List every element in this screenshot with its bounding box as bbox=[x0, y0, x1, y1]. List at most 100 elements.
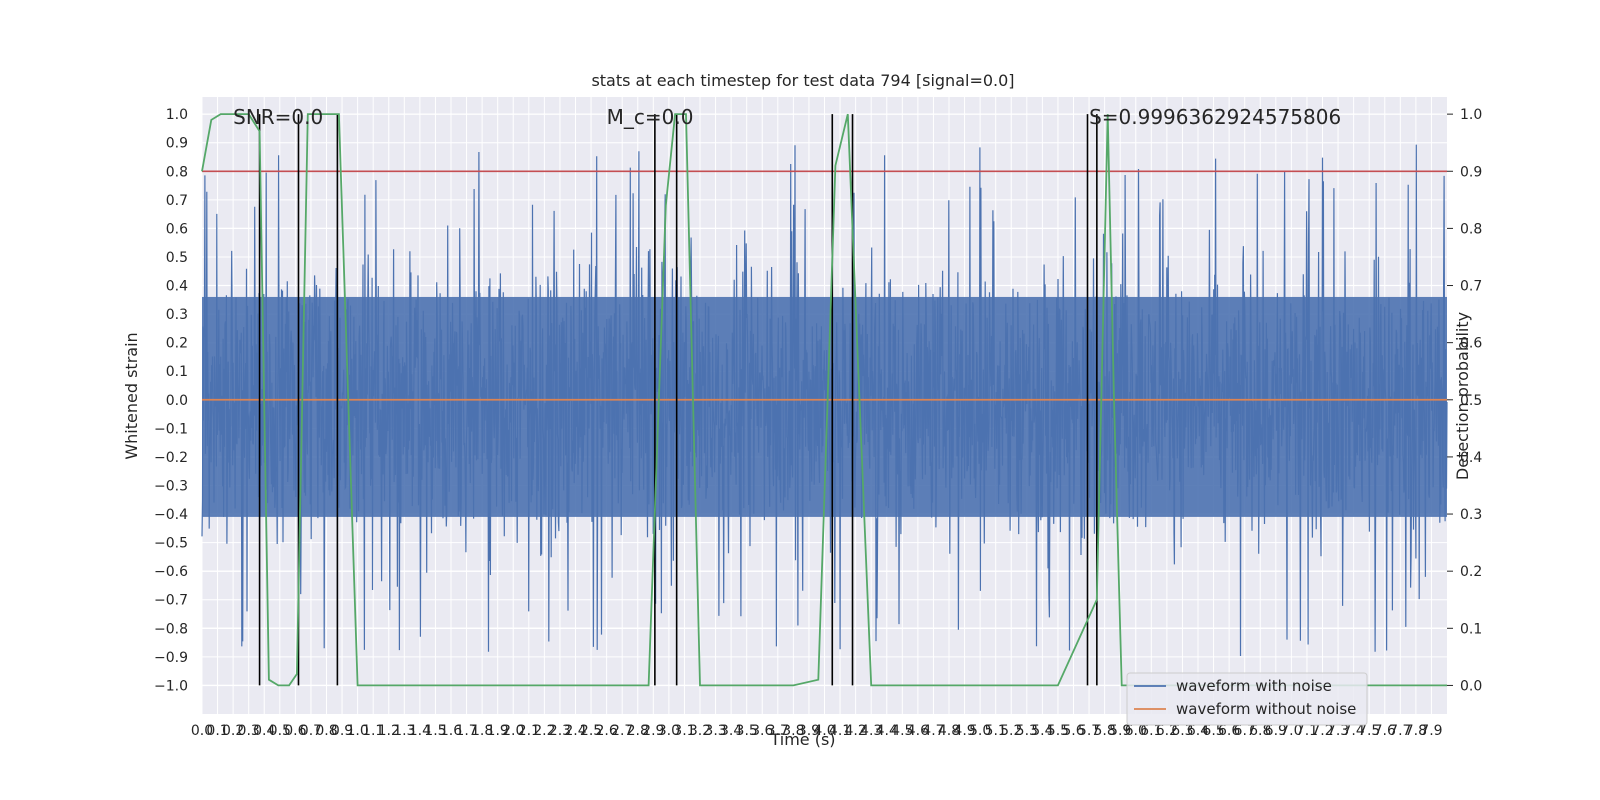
y-tick-label: −0.3 bbox=[154, 478, 188, 494]
x-tick-label: 1.4 bbox=[409, 723, 431, 739]
x-tick-label: 5.8 bbox=[1093, 723, 1115, 739]
y-tick-label: 0.0 bbox=[166, 393, 188, 409]
y2-tick-label: 0.5 bbox=[1460, 393, 1482, 409]
annotation-text: S=0.9996362924575806 bbox=[1089, 105, 1341, 129]
y2-tick-label: 0.7 bbox=[1460, 279, 1482, 295]
x-tick-label: 3.0 bbox=[658, 723, 680, 739]
x-tick-label: 0.1 bbox=[206, 723, 228, 739]
y-tick-label: 0.8 bbox=[166, 164, 188, 180]
y2-tick-label: 0.4 bbox=[1460, 450, 1482, 466]
x-tick-label: 1.1 bbox=[362, 723, 384, 739]
x-tick-label: 5.2 bbox=[1000, 723, 1022, 739]
y-axis-label: Whitened strain bbox=[122, 332, 141, 459]
y-tick-label: 0.4 bbox=[166, 279, 188, 295]
x-tick-label: 3.1 bbox=[673, 723, 695, 739]
y-axis-ticks: 1.0 0.9 0.8 0.7 0.6 0.5 0.4 0.3 0.2 0.1 0.0 −0.1 −0.… bbox=[154, 107, 188, 694]
y-tick-label: −0.2 bbox=[154, 450, 188, 466]
x-tick-label: 2.9 bbox=[642, 723, 664, 739]
y-tick-label: −1.0 bbox=[154, 678, 188, 694]
x-tick-label: 4.4 bbox=[876, 723, 898, 739]
x-tick-label: 5.1 bbox=[985, 723, 1007, 739]
x-tick-label: 7.4 bbox=[1342, 723, 1364, 739]
x-tick-label: 7.0 bbox=[1280, 723, 1302, 739]
x-tick-label: 7.1 bbox=[1296, 723, 1318, 739]
x-tick-label: 7.9 bbox=[1420, 723, 1442, 739]
x-tick-label: 0.0 bbox=[191, 723, 213, 739]
x-tick-label: 7.3 bbox=[1327, 723, 1349, 739]
x-tick-label: 6.9 bbox=[1265, 723, 1287, 739]
x-tick-label: 2.6 bbox=[595, 723, 617, 739]
x-tick-label: 2.5 bbox=[580, 723, 602, 739]
x-tick-label: 6.5 bbox=[1202, 723, 1224, 739]
x-tick-label: 6.7 bbox=[1234, 723, 1256, 739]
x-tick-label: 1.2 bbox=[378, 723, 400, 739]
x-tick-label: 1.8 bbox=[471, 723, 493, 739]
x-tick-label: 2.8 bbox=[627, 723, 649, 739]
y2-tick-label: 1.0 bbox=[1460, 107, 1482, 123]
x-tick-label: 5.7 bbox=[1078, 723, 1100, 739]
x-tick-label: 7.8 bbox=[1405, 723, 1427, 739]
y2-axis-label: Detection probability bbox=[1453, 312, 1472, 480]
x-tick-label: 0.9 bbox=[331, 723, 353, 739]
x-tick-label: 7.5 bbox=[1358, 723, 1380, 739]
y-tick-label: 0.6 bbox=[166, 221, 188, 237]
x-tick-label: 5.9 bbox=[1109, 723, 1131, 739]
x-axis-ticks: 0.00.10.20.30.40.50.60.70.80.91.01.11.21… bbox=[191, 723, 1443, 739]
x-tick-label: 6.4 bbox=[1187, 723, 1209, 739]
legend-label-clean: waveform without noise bbox=[1176, 700, 1356, 718]
y-tick-label: 0.3 bbox=[166, 307, 188, 323]
x-tick-label: 0.7 bbox=[300, 723, 322, 739]
x-tick-label: 4.0 bbox=[813, 723, 835, 739]
y-tick-label: −0.4 bbox=[154, 507, 188, 523]
y2-tick-label: 0.0 bbox=[1460, 678, 1482, 694]
x-tick-label: 4.7 bbox=[922, 723, 944, 739]
y-tick-label: 1.0 bbox=[166, 107, 188, 123]
x-tick-label: 0.6 bbox=[284, 723, 306, 739]
x-tick-label: 0.3 bbox=[238, 723, 260, 739]
x-tick-label: 6.0 bbox=[1125, 723, 1147, 739]
x-tick-label: 1.9 bbox=[487, 723, 509, 739]
x-tick-label: 0.5 bbox=[269, 723, 291, 739]
legend: waveform with noise waveform without noi… bbox=[1126, 672, 1368, 726]
y-tick-label: 0.2 bbox=[166, 336, 188, 352]
annotations: SNR=0.0 M_c=0.0 S=0.9996362924575806 bbox=[233, 105, 1341, 129]
y2-tick-label: 0.8 bbox=[1460, 221, 1482, 237]
x-tick-label: 7.6 bbox=[1374, 723, 1396, 739]
x-tick-label: 4.5 bbox=[891, 723, 913, 739]
x-tick-label: 3.2 bbox=[689, 723, 711, 739]
annotation-text: M_c=0.0 bbox=[607, 105, 694, 129]
x-tick-label: 5.3 bbox=[1016, 723, 1038, 739]
y-tick-label: −0.8 bbox=[154, 621, 188, 637]
y-tick-label: −0.1 bbox=[154, 421, 188, 437]
y2-tick-label: 0.3 bbox=[1460, 507, 1482, 523]
y-tick-label: 0.5 bbox=[166, 250, 188, 266]
y-tick-label: −0.5 bbox=[154, 536, 188, 552]
x-tick-label: 6.6 bbox=[1218, 723, 1240, 739]
y2-tick-label: 0.1 bbox=[1460, 621, 1482, 637]
y-tick-label: −0.6 bbox=[154, 564, 188, 580]
y2-axis-ticks: 1.0 0.9 0.8 0.7 0.6 0.5 0.4 0.3 0.2 0.1 0.0 bbox=[1447, 107, 1482, 694]
y-tick-label: 0.7 bbox=[166, 193, 188, 209]
x-tick-label: 6.1 bbox=[1140, 723, 1162, 739]
y2-tick-label: 0.2 bbox=[1460, 564, 1482, 580]
legend-box bbox=[1126, 672, 1368, 726]
x-tick-label: 5.5 bbox=[1047, 723, 1069, 739]
chart-title: stats at each timestep for test data 794… bbox=[591, 71, 1014, 90]
annotation-text: SNR=0.0 bbox=[233, 105, 323, 129]
x-tick-label: 7.2 bbox=[1311, 723, 1333, 739]
x-tick-label: 3.3 bbox=[704, 723, 726, 739]
y2-tick-label: 0.6 bbox=[1460, 336, 1482, 352]
x-tick-label: 2.1 bbox=[518, 723, 540, 739]
x-tick-label: 0.8 bbox=[315, 723, 337, 739]
x-tick-label: 4.1 bbox=[829, 723, 851, 739]
x-tick-label: 2.4 bbox=[564, 723, 586, 739]
detection-probability-line bbox=[201, 113, 1447, 687]
x-tick-label: 1.7 bbox=[455, 723, 477, 739]
x-tick-label: 4.3 bbox=[860, 723, 882, 739]
x-tick-label: 3.9 bbox=[798, 723, 820, 739]
detection-probability-series bbox=[201, 113, 1447, 687]
x-tick-label: 2.2 bbox=[533, 723, 555, 739]
x-tick-label: 1.0 bbox=[346, 723, 368, 739]
x-tick-label: 3.5 bbox=[736, 723, 758, 739]
